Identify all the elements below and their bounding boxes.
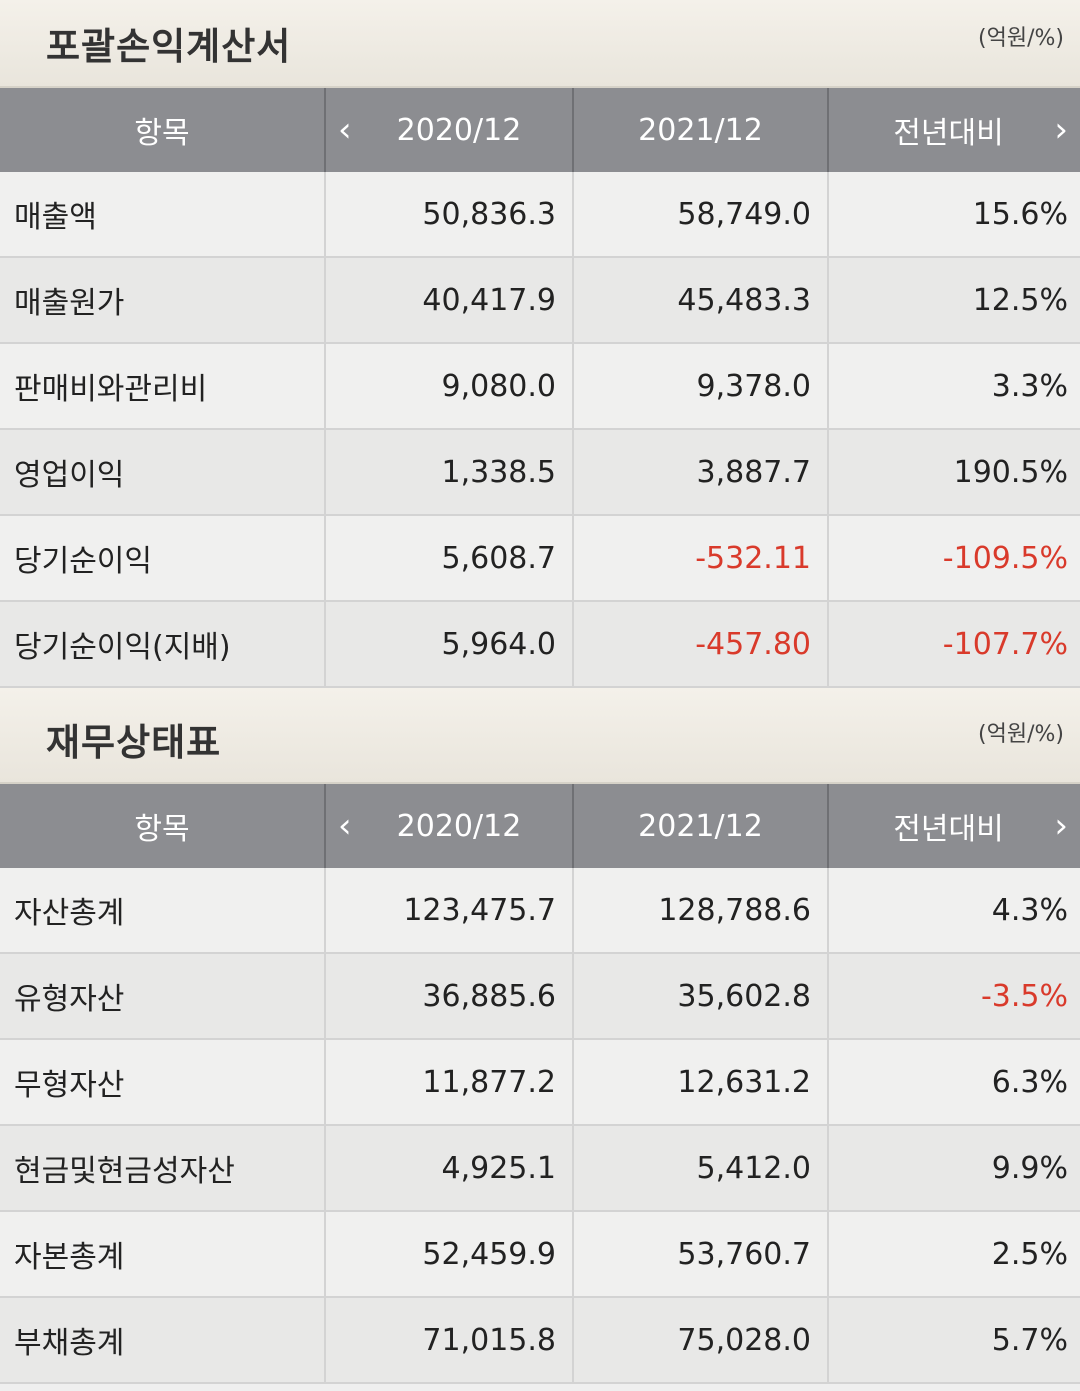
value-2021: 53,760.7 xyxy=(574,1212,829,1296)
income-table-body: 매출액 50,836.3 58,749.0 15.6% 매출원가 40,417.9 45,4… xyxy=(0,172,1080,688)
value-yoy: 4.3% xyxy=(991,892,1068,928)
balance-header-yoy: 전년대비 › xyxy=(829,784,1080,868)
row-label: 자본총계 xyxy=(0,1212,326,1296)
balance-header-2020-label: 2020/12 xyxy=(396,808,522,844)
value-2020: 36,885.6 xyxy=(326,954,574,1038)
row-label: 자산총계 xyxy=(0,868,326,952)
value-2021: -457.80 xyxy=(574,602,829,686)
row-label: 현금및현금성자산 xyxy=(0,1126,326,1210)
value-yoy: -109.5% xyxy=(942,540,1068,576)
table-row[interactable]: 당기순이익(지배) 5,964.0 -457.80 -107.7% xyxy=(0,602,1080,688)
table-row[interactable]: 매출액 50,836.3 58,749.0 15.6% xyxy=(0,172,1080,258)
chevron-right-icon[interactable]: › xyxy=(1054,110,1068,150)
table-row[interactable]: 부채총계 71,015.8 75,028.0 5.7% xyxy=(0,1298,1080,1384)
value-2021: 35,602.8 xyxy=(574,954,829,1038)
value-2021: -532.11 xyxy=(574,516,829,600)
balance-table-body: 자산총계 123,475.7 128,788.6 4.3% 유형자산 36,885.6 35… xyxy=(0,868,1080,1384)
income-header-yoy: 전년대비 › xyxy=(829,88,1080,172)
value-2021: 5,412.0 xyxy=(574,1126,829,1210)
value-yoy: 15.6% xyxy=(972,196,1068,232)
value-2021: 3,887.7 xyxy=(574,430,829,514)
row-label: 당기순이익(지배) xyxy=(0,602,326,686)
income-unit-label: (억원/%) xyxy=(978,26,1064,51)
balance-section-title: 재무상태표 xyxy=(46,721,222,764)
row-label: 판매비와관리비 xyxy=(0,344,326,428)
value-2020: 1,338.5 xyxy=(326,430,574,514)
value-yoy: 5.7% xyxy=(991,1322,1068,1358)
income-header-2020-label: 2020/12 xyxy=(396,112,522,148)
income-header-2020: ‹ 2020/12 xyxy=(326,88,574,172)
value-2020: 123,475.7 xyxy=(326,868,574,952)
chevron-right-icon[interactable]: › xyxy=(1054,806,1068,846)
balance-header-2020: ‹ 2020/12 xyxy=(326,784,574,868)
balance-header-item: 항목 xyxy=(0,784,326,868)
value-2021: 58,749.0 xyxy=(574,172,829,256)
row-label: 매출액 xyxy=(0,172,326,256)
income-section-header: 포괄손익계산서 (억원/%) xyxy=(0,0,1080,88)
income-header-yoy-label: 전년대비 xyxy=(893,116,1004,151)
value-yoy: 12.5% xyxy=(972,282,1068,318)
value-2020: 5,608.7 xyxy=(326,516,574,600)
value-2021: 75,028.0 xyxy=(574,1298,829,1382)
value-2020: 5,964.0 xyxy=(326,602,574,686)
value-yoy: 9.9% xyxy=(991,1150,1068,1186)
income-header-2021: 2021/12 xyxy=(574,88,829,172)
row-label: 당기순이익 xyxy=(0,516,326,600)
value-2021: 128,788.6 xyxy=(574,868,829,952)
chevron-left-icon[interactable]: ‹ xyxy=(338,806,352,846)
value-2021: 45,483.3 xyxy=(574,258,829,342)
value-2021: 9,378.0 xyxy=(574,344,829,428)
balance-section-header: 재무상태표 (억원/%) xyxy=(0,688,1080,784)
table-row[interactable]: 판매비와관리비 9,080.0 9,378.0 3.3% xyxy=(0,344,1080,430)
value-yoy: -3.5% xyxy=(980,978,1068,1014)
table-row[interactable]: 영업이익 1,338.5 3,887.7 190.5% xyxy=(0,430,1080,516)
chevron-left-icon[interactable]: ‹ xyxy=(338,110,352,150)
value-yoy: 190.5% xyxy=(953,454,1068,490)
table-row[interactable]: 유형자산 36,885.6 35,602.8 -3.5% xyxy=(0,954,1080,1040)
value-yoy: 6.3% xyxy=(991,1064,1068,1100)
income-header-item: 항목 xyxy=(0,88,326,172)
balance-header-2021: 2021/12 xyxy=(574,784,829,868)
income-table-header: 항목 ‹ 2020/12 2021/12 전년대비 › xyxy=(0,88,1080,172)
table-row[interactable]: 당기순이익 5,608.7 -532.11 -109.5% xyxy=(0,516,1080,602)
row-label: 영업이익 xyxy=(0,430,326,514)
value-yoy: 3.3% xyxy=(991,368,1068,404)
value-2021: 12,631.2 xyxy=(574,1040,829,1124)
value-yoy: -107.7% xyxy=(942,626,1068,662)
income-section: 포괄손익계산서 (억원/%) 항목 ‹ 2020/12 2021/12 전년대비… xyxy=(0,0,1080,688)
table-row[interactable]: 현금및현금성자산 4,925.1 5,412.0 9.9% xyxy=(0,1126,1080,1212)
value-2020: 9,080.0 xyxy=(326,344,574,428)
balance-section: 재무상태표 (억원/%) 항목 ‹ 2020/12 2021/12 전년대비 ›… xyxy=(0,688,1080,1384)
value-2020: 52,459.9 xyxy=(326,1212,574,1296)
balance-table-header: 항목 ‹ 2020/12 2021/12 전년대비 › xyxy=(0,784,1080,868)
table-row[interactable]: 자본총계 52,459.9 53,760.7 2.5% xyxy=(0,1212,1080,1298)
value-yoy: 2.5% xyxy=(991,1236,1068,1272)
balance-header-yoy-label: 전년대비 xyxy=(893,812,1004,847)
balance-unit-label: (억원/%) xyxy=(978,722,1064,747)
row-label: 매출원가 xyxy=(0,258,326,342)
value-2020: 50,836.3 xyxy=(326,172,574,256)
income-section-title: 포괄손익계산서 xyxy=(46,25,292,68)
row-label: 유형자산 xyxy=(0,954,326,1038)
table-row[interactable]: 매출원가 40,417.9 45,483.3 12.5% xyxy=(0,258,1080,344)
table-row[interactable]: 무형자산 11,877.2 12,631.2 6.3% xyxy=(0,1040,1080,1126)
value-2020: 40,417.9 xyxy=(326,258,574,342)
value-2020: 71,015.8 xyxy=(326,1298,574,1382)
table-row[interactable]: 자산총계 123,475.7 128,788.6 4.3% xyxy=(0,868,1080,954)
row-label: 부채총계 xyxy=(0,1298,326,1382)
row-label: 무형자산 xyxy=(0,1040,326,1124)
value-2020: 11,877.2 xyxy=(326,1040,574,1124)
value-2020: 4,925.1 xyxy=(326,1126,574,1210)
